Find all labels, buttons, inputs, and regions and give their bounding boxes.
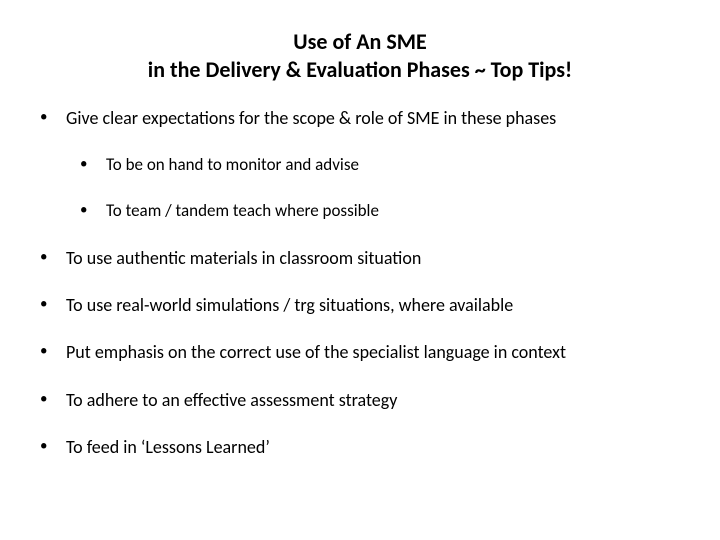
bullet-icon: • [40,247,58,268]
list-item: • Put emphasis on the correct use of the… [40,341,680,364]
slide-title: Use of An SME in the Delivery & Evaluati… [40,28,680,83]
bullet-list: • Give clear expectations for the scope … [40,107,680,460]
bullet-icon: • [40,341,58,362]
list-item: • To use real-world simulations / trg si… [40,294,680,317]
bullet-text: Put emphasis on the correct use of the s… [58,341,566,364]
bullet-icon: • [40,107,58,128]
bullet-text: To adhere to an effective assessment str… [58,389,397,412]
list-item: • To team / tandem teach where possible [40,200,680,222]
bullet-text: To use authentic materials in classroom … [58,247,421,270]
bullet-icon: • [40,389,58,410]
list-item: • Give clear expectations for the scope … [40,107,680,130]
bullet-icon: • [40,436,58,457]
bullet-text: To use real-world simulations / trg situ… [58,294,513,317]
bullet-icon: • [80,154,98,175]
list-item: • To adhere to an effective assessment s… [40,389,680,412]
list-item: • To use authentic materials in classroo… [40,247,680,270]
bullet-text: To team / tandem teach where possible [98,200,379,222]
slide-container: Use of An SME in the Delivery & Evaluati… [0,0,720,540]
bullet-icon: • [40,294,58,315]
bullet-text: To feed in ‘Lessons Learned’ [58,436,270,459]
bullet-icon: • [80,200,98,221]
title-line-1: Use of An SME [293,28,426,55]
bullet-text: To be on hand to monitor and advise [98,154,359,176]
list-item: • To be on hand to monitor and advise [40,154,680,176]
list-item: • To feed in ‘Lessons Learned’ [40,436,680,459]
title-line-2: in the Delivery & Evaluation Phases ~ To… [148,56,572,83]
bullet-text: Give clear expectations for the scope & … [58,107,556,130]
